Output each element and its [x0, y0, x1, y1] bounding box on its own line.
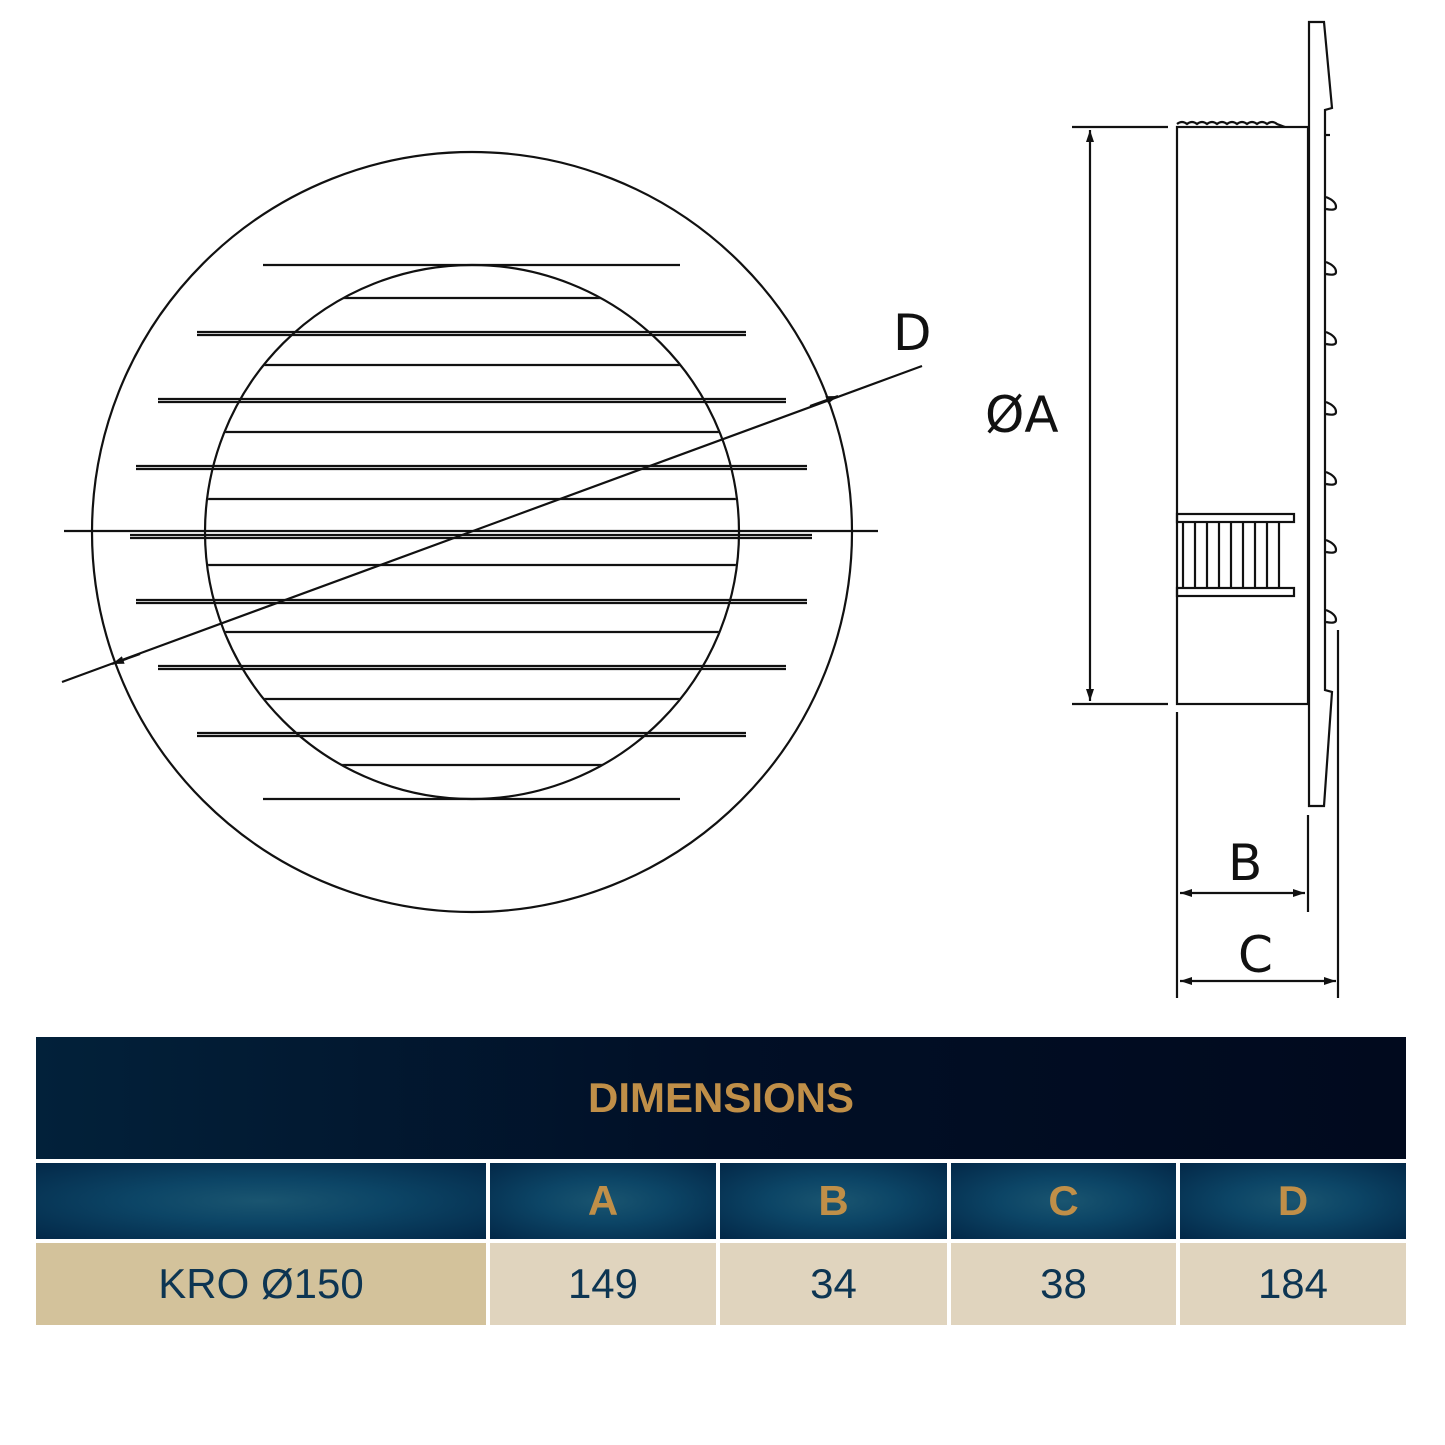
- louvers: [130, 263, 812, 801]
- technical-drawing: D ØA B C: [61, 20, 1340, 998]
- table-title: DIMENSIONS: [36, 1037, 1406, 1159]
- clip-tab: [1325, 195, 1338, 211]
- flange: [1307, 20, 1334, 808]
- value-b: 34: [720, 1243, 947, 1325]
- label-d: D: [893, 304, 932, 362]
- label-c: C: [1238, 926, 1273, 984]
- header-cell: [36, 1163, 486, 1239]
- value-a: 149: [490, 1243, 716, 1325]
- value-c: 38: [951, 1243, 1176, 1325]
- label-a: ØA: [985, 386, 1059, 444]
- label-b: B: [1228, 834, 1262, 892]
- clip-tab: [1325, 538, 1338, 554]
- clip-tab: [1325, 400, 1338, 416]
- header-cell-a: A: [490, 1163, 716, 1239]
- clip-tab: [1325, 470, 1338, 486]
- front-view: [61, 150, 923, 914]
- duct-body: [1175, 125, 1310, 706]
- dimensions-table: DIMENSIONS A B C D KRO Ø150 149 34 38 18…: [36, 1037, 1406, 1325]
- table-row: KRO Ø150 149 34 38 184: [36, 1243, 1406, 1325]
- clip-tab: [1325, 330, 1338, 346]
- dimension-d-line: [61, 364, 923, 684]
- clip-tab: [1325, 260, 1338, 276]
- header-cell-b: B: [720, 1163, 947, 1239]
- model-cell: KRO Ø150: [36, 1243, 486, 1325]
- header-cell-d: D: [1180, 1163, 1406, 1239]
- value-d: 184: [1180, 1243, 1406, 1325]
- side-view: [1072, 20, 1340, 998]
- table-header-row: A B C D: [36, 1163, 1406, 1239]
- clip-tab: [1325, 608, 1338, 624]
- header-cell-c: C: [951, 1163, 1176, 1239]
